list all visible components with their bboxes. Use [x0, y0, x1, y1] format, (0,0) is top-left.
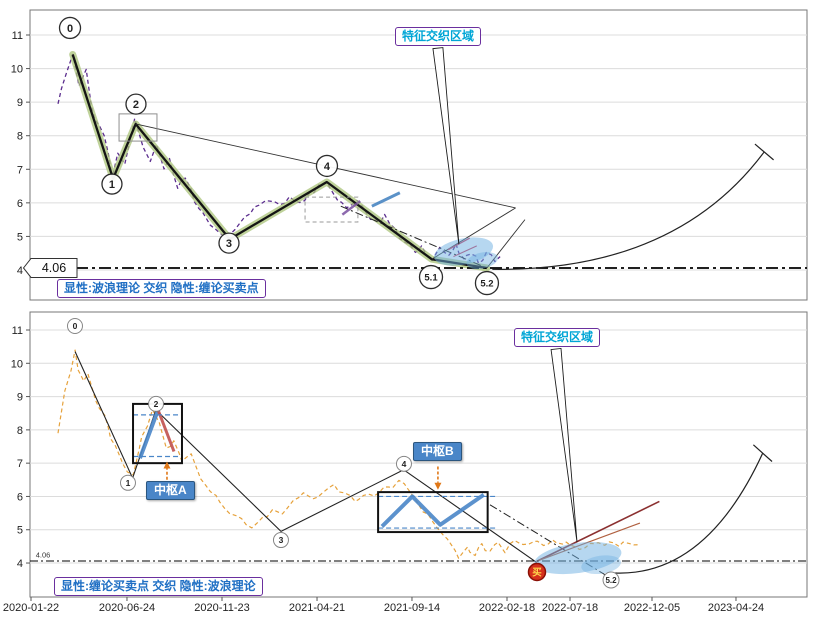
- wave-marker-5.2: 5.2: [474, 270, 500, 296]
- wave-top-group: 11 10 9 8 7 6 5 4 0 1 2 3 4 5.1 5.2 4.06: [11, 9, 808, 301]
- arc-end-tick: [754, 143, 774, 161]
- y-tick-label: 4: [17, 558, 23, 570]
- marker-circle: [119, 474, 136, 491]
- callout-needle: [550, 347, 578, 543]
- highlight-ellipse: [466, 252, 498, 270]
- wave-marker-4: 4: [395, 455, 412, 472]
- y-tick-label: 4: [17, 265, 23, 277]
- pivot-pointer-head: [163, 461, 171, 469]
- marker-label: 1: [109, 179, 115, 191]
- y-tick-label: 11: [12, 30, 23, 42]
- callout-needle: [432, 47, 460, 245]
- trend-line: [341, 200, 361, 216]
- y-tick-label: 8: [17, 131, 23, 143]
- marker-label: 3: [226, 238, 232, 250]
- buy-point-marker: 买: [527, 562, 547, 582]
- ref-price-tag: [22, 257, 78, 278]
- marker-circle: [218, 232, 240, 254]
- marker-label: 5.1: [424, 272, 438, 283]
- marker-label: 1: [126, 478, 131, 488]
- wave-line: [74, 351, 537, 563]
- y-tick-label: 8: [17, 425, 23, 437]
- ref-price-label: 4.06: [36, 551, 51, 560]
- marker-label: 2: [133, 99, 139, 111]
- chan-bottom-group: 11 10 9 8 7 6 5 4 0 1 2 3 4 5.2 买 4.06: [11, 311, 808, 598]
- pivot-pointer-head: [434, 482, 442, 490]
- x-tick-label: 2023-04-24: [708, 602, 764, 614]
- price-line: [57, 349, 640, 559]
- wave-marker-2: 2: [125, 93, 147, 115]
- marker-circle: [148, 395, 165, 412]
- x-tick-label: 2022-07-18: [542, 602, 598, 614]
- x-tick-label: 2021-04-21: [289, 602, 345, 614]
- y-tick-label: 10: [11, 64, 23, 76]
- marker-circle: [125, 93, 147, 115]
- y-tick-label: 7: [17, 164, 23, 176]
- marker-circle: [418, 264, 444, 290]
- projection-arc: [615, 452, 764, 574]
- wave-marker-3: 3: [218, 232, 240, 254]
- pivot-box: [304, 196, 359, 223]
- y-tick-label: 5: [17, 525, 23, 537]
- buy-marker-circle: [527, 562, 547, 582]
- marker-circle: [602, 571, 620, 589]
- highlight-ellipse: [434, 237, 494, 266]
- wave-marker-0: 0: [66, 318, 83, 335]
- arc-end-tick: [752, 444, 773, 462]
- wave-marker-0: 0: [58, 16, 82, 40]
- trend-line: [156, 409, 176, 453]
- highlight-ellipse: [534, 541, 622, 575]
- wave-marker-1: 1: [119, 474, 136, 491]
- wave-marker-4: 4: [315, 154, 339, 178]
- marker-circle: [272, 532, 289, 549]
- x-tick-label: 2020-06-24: [99, 602, 155, 614]
- wave-marker-2: 2: [148, 395, 165, 412]
- y-tick-label: 10: [11, 358, 23, 370]
- buy-marker-label: 买: [532, 568, 542, 579]
- marker-label: 4: [324, 161, 331, 173]
- x-tick-label: 2020-01-22: [3, 602, 59, 614]
- wave-marker-5.1: 5.1: [418, 264, 444, 290]
- pivot-box: [377, 491, 489, 534]
- ref-price-bg: [33, 550, 53, 560]
- marker-label: 4: [402, 459, 407, 469]
- price-line: [57, 53, 501, 264]
- marker-circle: [395, 455, 412, 472]
- projection-arc: [492, 151, 765, 270]
- marker-circle: [474, 270, 500, 296]
- wave-marker-1: 1: [101, 173, 123, 195]
- marker-circle: [58, 16, 82, 40]
- ref-price-label: 4.06: [42, 261, 66, 275]
- marker-circle: [66, 318, 83, 335]
- marker-label: 3: [279, 535, 284, 545]
- x-tick-label: 2021-09-14: [384, 602, 440, 614]
- y-tick-label: 5: [17, 231, 23, 243]
- x-tick-label: 2020-11-23: [194, 602, 249, 614]
- trend-line: [486, 219, 526, 269]
- marker-label: 5.2: [480, 279, 493, 290]
- x-tick-label: 2022-02-18: [479, 602, 535, 614]
- x-tick-label: 2022-12-05: [624, 602, 680, 614]
- wave-marker-3: 3: [272, 532, 289, 549]
- marker-label: 2: [154, 399, 159, 409]
- marker-label: 5.2: [605, 576, 617, 585]
- marker-circle: [315, 154, 339, 178]
- marker-circle: [101, 173, 123, 195]
- plot-border: [29, 311, 808, 598]
- y-tick-label: 11: [12, 325, 23, 337]
- pivot-stroke: [380, 493, 485, 528]
- wave-marker-5.2: 5.2: [602, 571, 620, 589]
- y-tick-label: 6: [17, 491, 23, 503]
- marker-label: 0: [67, 23, 73, 35]
- y-tick-label: 9: [17, 97, 23, 109]
- y-tick-label: 7: [17, 458, 23, 470]
- y-tick-label: 9: [17, 392, 23, 404]
- y-tick-label: 6: [17, 198, 23, 210]
- trend-line: [138, 409, 160, 459]
- highlight-ellipse: [581, 555, 621, 575]
- marker-label: 0: [73, 321, 78, 331]
- trend-line: [371, 191, 401, 208]
